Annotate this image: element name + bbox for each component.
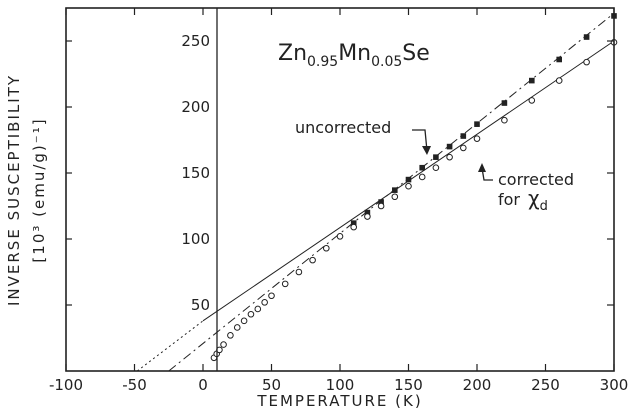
data-point-uncorrected <box>529 77 535 84</box>
data-point-uncorrected <box>446 143 453 150</box>
data-point-corrected <box>295 268 303 276</box>
data-point-uncorrected <box>405 176 412 183</box>
y-tick-label: 100 <box>181 230 210 248</box>
data-point-corrected <box>432 164 440 172</box>
data-point-corrected <box>247 310 255 318</box>
x-tick-label: 200 <box>463 376 492 394</box>
data-point-corrected <box>501 116 508 124</box>
data-point-corrected <box>261 299 268 306</box>
data-point-corrected <box>233 324 241 331</box>
data-point-corrected <box>460 144 467 152</box>
data-point-uncorrected <box>474 121 480 127</box>
data-point-corrected <box>446 153 453 161</box>
x-tick-label: 250 <box>531 376 560 394</box>
data-point-uncorrected <box>392 187 398 193</box>
data-point-corrected <box>391 193 399 201</box>
data-point-corrected <box>473 135 481 142</box>
data-point-uncorrected <box>501 100 508 106</box>
data-point-corrected <box>268 292 275 300</box>
data-point-corrected <box>405 182 412 190</box>
x-tick-label: 300 <box>600 376 629 394</box>
data-point-corrected <box>528 97 536 104</box>
data-points <box>210 13 618 362</box>
data-point-corrected <box>418 173 426 181</box>
formula-base-se: Se <box>402 41 430 66</box>
data-point-corrected <box>555 77 563 84</box>
formula: Zn0.95Mn0.05Se <box>278 41 430 70</box>
x-tick-label: 50 <box>262 376 281 394</box>
ticks: -100 -50 0 50 100 150 200 250 300 50 100 150 200 250 <box>49 8 628 394</box>
arrow-uncorrected <box>412 129 428 152</box>
annotation-chi-symbol: χ <box>528 186 540 210</box>
formula-base-zn: Zn <box>278 41 307 66</box>
x-tick-label: 100 <box>326 376 355 394</box>
data-point-corrected <box>336 233 344 240</box>
data-point-uncorrected <box>556 56 562 63</box>
arrow-uncorrected-head <box>422 146 431 155</box>
data-point-uncorrected <box>378 199 384 205</box>
data-point-uncorrected <box>433 154 439 160</box>
formula-sub-mn: 0.05 <box>371 54 402 70</box>
data-point-corrected <box>281 280 289 288</box>
data-point-uncorrected <box>350 220 357 226</box>
annotation-corrected: corrected <box>498 170 574 189</box>
y-tick-label: 250 <box>181 32 210 50</box>
data-point-corrected <box>364 213 371 220</box>
x-tick-label: -50 <box>122 376 147 394</box>
data-point-corrected <box>309 256 316 264</box>
annotation-uncorrected: uncorrected <box>295 118 391 137</box>
data-point-corrected <box>350 223 358 231</box>
data-point-uncorrected <box>419 164 425 171</box>
y-axis-unit: [10³ (emu/g)⁻¹] <box>30 117 48 262</box>
formula-base-mn: Mn <box>338 41 371 66</box>
formula-sub-zn: 0.95 <box>307 54 338 70</box>
x-tick-label: 0 <box>198 376 208 394</box>
annotation-corrected-for: for χd <box>498 186 548 214</box>
data-point-corrected <box>583 58 590 66</box>
y-axis-title: INVERSE SUSCEPTIBILITY <box>5 74 23 306</box>
y-tick-label: 200 <box>181 98 210 116</box>
arrow-corrected-head <box>478 163 486 172</box>
data-point-corrected <box>254 305 262 313</box>
data-point-uncorrected <box>364 209 371 216</box>
data-point-corrected <box>227 332 234 339</box>
x-tick-label: -100 <box>49 376 83 394</box>
y-tick-label: 150 <box>181 164 210 182</box>
data-point-corrected <box>377 202 385 210</box>
x-tick-label: 150 <box>394 376 423 394</box>
data-point-corrected <box>323 244 330 252</box>
y-tick-label: 50 <box>191 296 210 314</box>
fit-line-dotted <box>136 320 204 372</box>
data-point-corrected <box>240 317 248 325</box>
data-point-corrected <box>220 341 227 348</box>
data-point-uncorrected <box>460 133 467 139</box>
annotation-corrected-for-word: for <box>498 190 520 209</box>
data-point-uncorrected <box>583 34 590 40</box>
x-axis-title: TEMPERATURE (K) <box>256 392 422 410</box>
annotation-chi-subscript: d <box>540 199 548 214</box>
